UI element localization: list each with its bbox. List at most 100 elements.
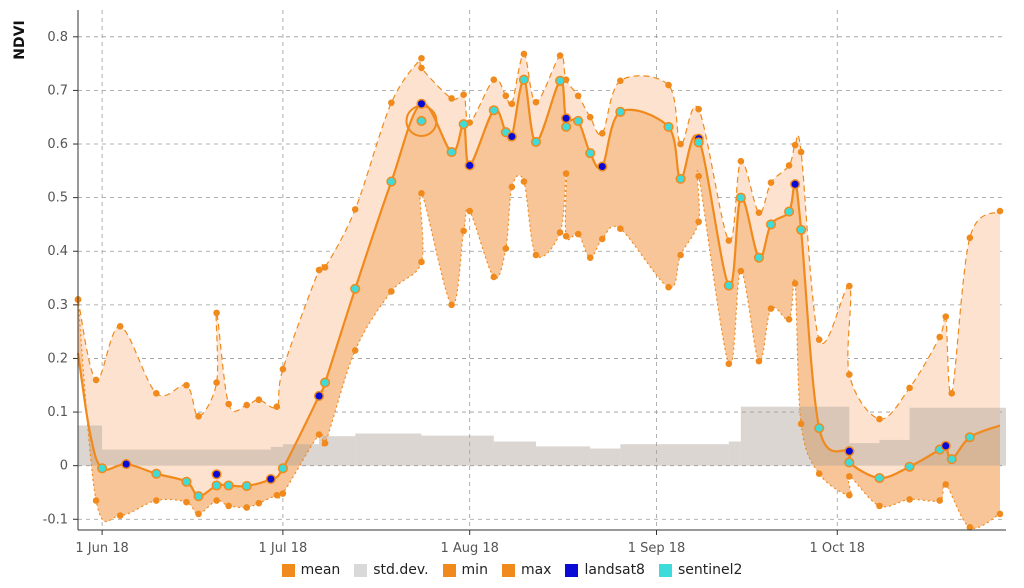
min-point <box>755 357 763 365</box>
sentinel2-point <box>663 121 674 132</box>
landsat8-point <box>790 179 801 190</box>
max-point <box>815 336 823 343</box>
legend-swatch <box>442 563 456 577</box>
max-point <box>617 77 624 85</box>
min-max-band <box>78 53 1000 529</box>
max-point <box>677 140 684 148</box>
landsat8-point <box>265 474 276 485</box>
y-tick-label: 0.7 <box>47 83 68 98</box>
landsat8-point <box>506 131 517 142</box>
sentinel2-point <box>735 192 746 203</box>
min-point <box>556 229 564 236</box>
std-dev-bar <box>620 444 729 466</box>
max-point <box>598 129 606 137</box>
max-point <box>791 141 799 149</box>
landsat8-point <box>561 113 572 124</box>
sentinel2-point <box>416 115 427 127</box>
min-point <box>695 218 702 226</box>
max-point <box>213 309 220 317</box>
min-point <box>153 497 160 504</box>
sentinel2-point <box>386 176 397 187</box>
std-dev-bar <box>590 448 621 466</box>
legend-item-landsat8[interactable]: landsat8 <box>565 562 645 578</box>
max-point <box>183 381 190 389</box>
std-dev-bar <box>728 441 741 466</box>
legend-swatch <box>354 563 368 577</box>
axes: -0.1 0 0.1 0.2 0.3 0.4 0.5 0.6 0.7 0.8 1 Jun 18 1 J… <box>43 10 1006 556</box>
legend-item-std[interactable]: std.dev. <box>354 562 429 578</box>
sentinel2-point <box>181 476 192 487</box>
min-point <box>677 251 684 259</box>
y-axis-label: NDVI <box>12 20 28 59</box>
max-point <box>351 206 359 213</box>
legend-item-max[interactable]: max <box>501 562 551 578</box>
min-point <box>876 502 883 510</box>
min-point <box>785 316 793 323</box>
sentinel2-point <box>193 491 204 502</box>
legend-label: min <box>461 562 488 578</box>
min-point <box>574 230 582 238</box>
min-point <box>996 510 1004 518</box>
landsat8-point <box>211 469 222 480</box>
legend-label: landsat8 <box>584 562 645 578</box>
min-point <box>183 498 190 506</box>
max-point <box>153 389 160 397</box>
max-point <box>665 81 672 89</box>
max-point <box>846 371 853 378</box>
inner-band <box>78 79 1000 529</box>
max-point <box>195 413 202 420</box>
max-point <box>520 50 528 58</box>
max-point <box>279 365 287 373</box>
min-point <box>966 524 974 531</box>
legend-item-mean[interactable]: mean <box>281 562 341 578</box>
min-point <box>255 499 263 507</box>
std-dev-bar <box>355 433 422 466</box>
min-point <box>532 251 540 259</box>
max-point <box>418 64 425 72</box>
sentinel2-point <box>151 468 162 479</box>
legend-label: sentinel2 <box>677 562 743 578</box>
min-point <box>846 473 853 480</box>
landsat8-point <box>416 98 427 109</box>
min-point <box>92 497 100 504</box>
max-point <box>556 52 564 59</box>
legend-label: mean <box>300 562 341 578</box>
x-tick-label: 1 Oct 18 <box>809 541 865 556</box>
y-tick-label: 0.6 <box>47 137 68 152</box>
min-point <box>617 225 624 233</box>
legend-item-min[interactable]: min <box>442 562 488 578</box>
max-point <box>586 113 594 121</box>
sentinel2-point <box>844 457 855 468</box>
sentinel2-point <box>488 105 499 116</box>
max-point <box>996 207 1004 215</box>
sentinel2-point <box>573 115 584 127</box>
max-point <box>876 415 883 423</box>
x-tick-label: 1 Jul 18 <box>259 541 308 556</box>
legend-swatch <box>281 563 295 577</box>
max-point <box>846 282 853 290</box>
min-point <box>448 301 455 309</box>
max-point <box>448 95 455 102</box>
min-point <box>725 360 733 368</box>
min-point <box>388 288 395 295</box>
y-tick-label: 0 <box>60 459 68 474</box>
sentinel2-point <box>784 206 795 217</box>
min-line <box>77 169 1001 529</box>
sentinel2-point <box>446 147 457 158</box>
min-point <box>508 183 516 191</box>
min-point <box>321 439 329 447</box>
std-dev-bar <box>909 407 1006 466</box>
y-tick-label: 0.8 <box>47 30 68 45</box>
outer-band <box>78 53 1000 529</box>
legend-swatch <box>658 563 672 577</box>
sentinel2-point <box>904 461 915 472</box>
sentinel2-point <box>693 137 704 148</box>
landsat8-point <box>121 459 132 470</box>
legend-item-sentinel2[interactable]: sentinel2 <box>658 562 743 578</box>
min-point <box>665 283 672 291</box>
max-point <box>966 234 974 242</box>
sentinel2-point <box>765 219 777 230</box>
x-tick-label: 1 Aug 18 <box>440 541 498 556</box>
max-point <box>767 179 775 186</box>
min-point <box>797 420 805 428</box>
